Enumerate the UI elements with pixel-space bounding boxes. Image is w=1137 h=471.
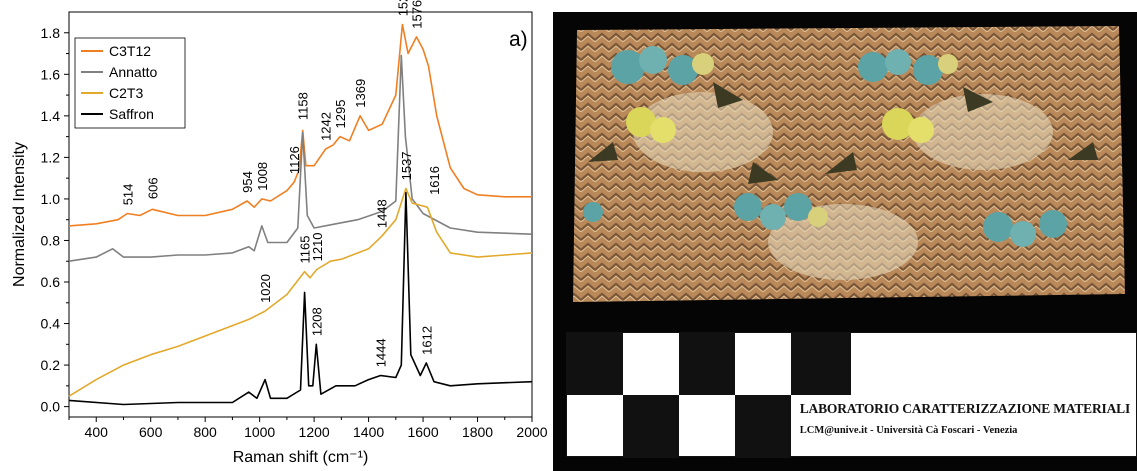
x-axis-label: Raman shift (cm⁻¹) [233,449,369,466]
x-tick-label: 1200 [299,424,330,440]
series-line-c3t12 [68,23,532,227]
peak-label: 1524 [395,0,410,16]
peak-label: 1208 [309,307,324,336]
y-tick-label: 1.0 [41,191,61,207]
peak-label: 1165 [298,235,313,263]
plot-frame [68,11,533,418]
x-tick-label: 1000 [244,424,275,440]
y-tick-label: 0.4 [41,316,61,332]
y-tick-label: 0.6 [41,274,61,290]
scale-bar: LABORATORIO CARATTERIZZAZIONE MATERIALI … [566,332,1137,458]
legend-label: Annatto [109,64,157,80]
peak-label: 606 [145,177,160,199]
y-tick-label: 0.0 [41,399,61,415]
textile-fabric-image [573,26,1125,302]
lab-contact: LCM@unive.it - Università Cà Foscari - V… [799,425,1018,436]
series-line-annatto [68,54,533,262]
peak-label: 1616 [427,166,442,195]
legend-label: C3T12 [109,43,151,59]
y-tick-label: 0.8 [41,232,61,248]
y-axis-label: Normalized Intensity [11,142,28,287]
peak-label: 1448 [375,199,390,228]
series-line-saffron [68,191,533,406]
x-tick-label: 1600 [407,424,438,440]
y-tick-label: 1.6 [41,66,61,82]
legend-label: Saffron [109,106,154,122]
peak-label: 954 [240,171,255,193]
peak-label: 1242 [319,112,334,141]
peak-label: 1537 [399,151,414,180]
raman-chart: 400 600 800 1000 1200 1400 1600 1800 2000 0.0 0.2 0… [11,0,548,466]
peak-label: 1369 [353,79,368,108]
peak-label: 1158 [296,92,311,120]
lab-name: LABORATORIO CARATTERIZZAZIONE MATERIALI [799,401,1130,416]
x-tick-label: 400 [85,424,109,440]
x-tick-label: 1400 [353,424,384,440]
checkerboard-scale [567,333,851,458]
y-tick-label: 0.2 [41,357,61,373]
legend-label: C2T3 [109,85,143,101]
peak-label: 1126 [287,146,302,174]
panel-label-a: a) [509,28,528,51]
peak-label: 1576 [410,0,425,29]
peak-label: 1295 [333,100,348,129]
y-tick-label: 1.2 [41,149,61,165]
x-tick-label: 800 [193,424,217,440]
series-line-c2t3 [68,187,533,397]
peak-label: 1612 [419,326,434,355]
x-tick-label: 1800 [462,424,493,440]
y-tick-label: 1.8 [41,25,61,41]
peak-label: 1444 [374,338,389,367]
x-tick-label: 600 [139,424,163,440]
peak-label: 1210 [310,232,325,261]
peak-label: 1020 [258,274,273,303]
peak-label: 514 [120,184,135,206]
peak-label: 1008 [255,162,270,191]
y-tick-label: 1.4 [41,108,61,124]
x-tick-label: 2000 [516,424,547,440]
